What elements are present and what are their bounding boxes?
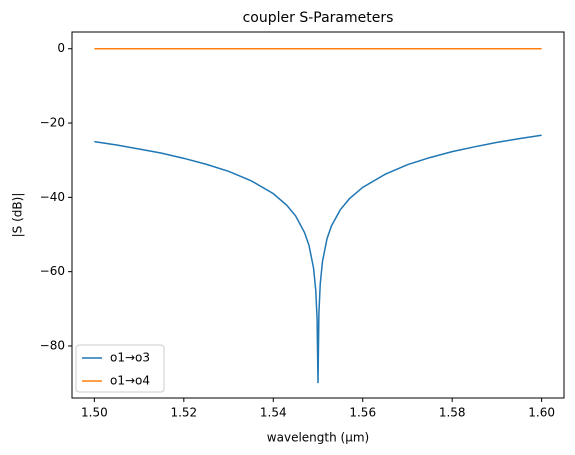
legend-label: o1→o4 bbox=[110, 374, 150, 388]
x-tick-label: 1.58 bbox=[439, 406, 466, 420]
plot-frame bbox=[71, 31, 565, 399]
y-tick-label: 0 bbox=[57, 41, 65, 55]
x-tick-label: 1.54 bbox=[260, 406, 287, 420]
y-tick-label: −80 bbox=[40, 338, 65, 352]
series-line bbox=[94, 134, 542, 384]
x-tick-label: 1.50 bbox=[81, 406, 108, 420]
chart-title: coupler S-Parameters bbox=[243, 10, 394, 26]
y-tick-label: −40 bbox=[40, 190, 65, 204]
x-axis-label: wavelength (µm) bbox=[267, 431, 369, 445]
y-tick-label: −60 bbox=[40, 264, 65, 278]
y-axis-label: |S (dB)| bbox=[11, 193, 25, 238]
x-tick-label: 1.60 bbox=[528, 406, 555, 420]
x-tick-label: 1.56 bbox=[349, 406, 376, 420]
y-tick-label: −20 bbox=[40, 116, 65, 130]
legend-label: o1→o3 bbox=[110, 351, 150, 365]
x-tick-label: 1.52 bbox=[170, 406, 197, 420]
